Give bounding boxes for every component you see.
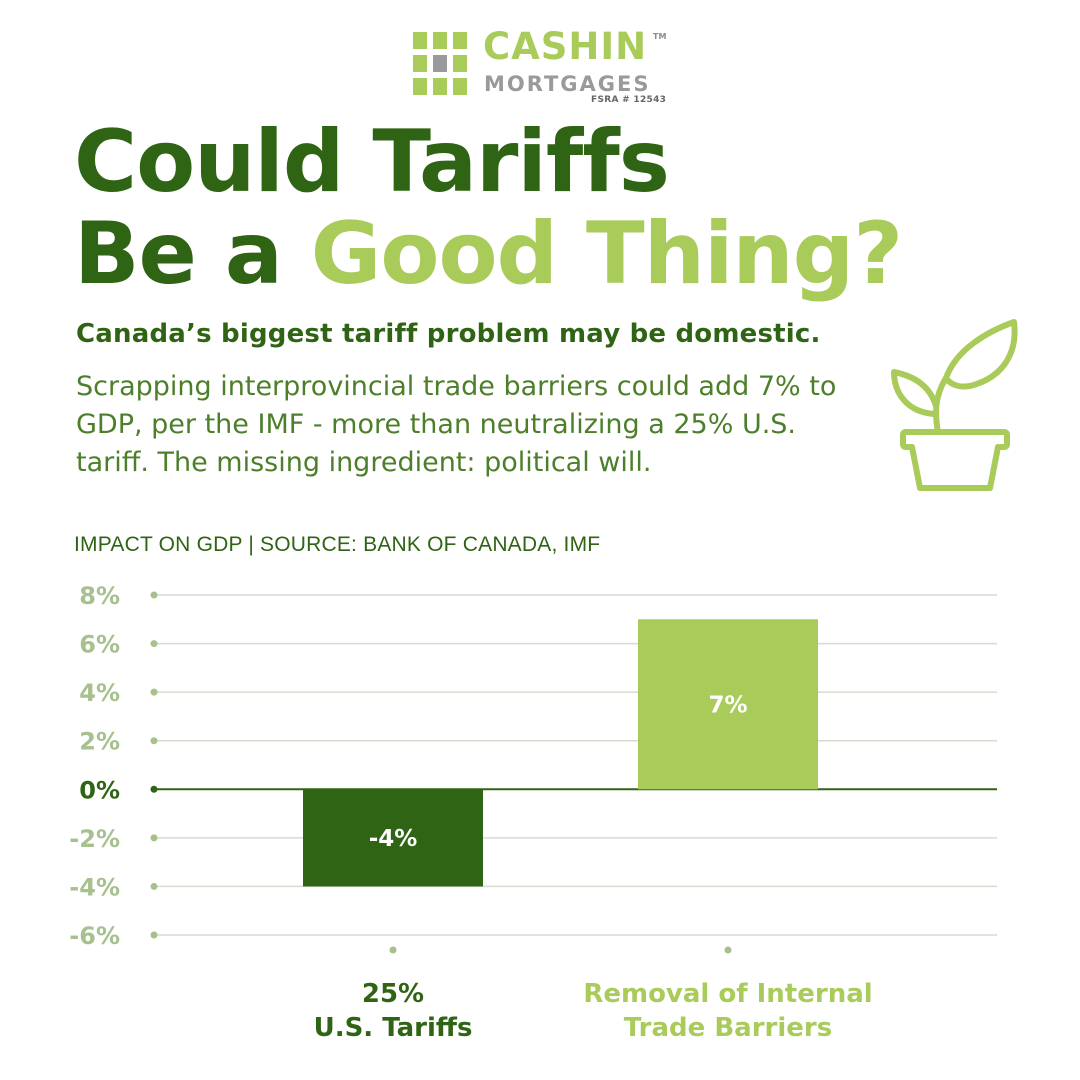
chart-caption: IMPACT ON GDP | SOURCE: BANK OF CANADA, …: [74, 533, 601, 556]
y-tick-label: 2%: [79, 728, 120, 756]
headline-line1: Could Tariffs: [74, 112, 670, 212]
gdp-impact-bar-chart: 8% 6% 4% 2% 0% -2% -4% -6% -4% 25% U.S. Tariffs 7% R…: [69, 582, 997, 1043]
logo-license: FSRA # 12543: [591, 95, 667, 105]
x-tick-dot: [724, 946, 732, 954]
headline: Could Tariffs Be a Good Thing?: [74, 116, 903, 300]
tick-dot: [150, 591, 158, 599]
bar: [303, 789, 483, 887]
tick-dot: [150, 834, 158, 842]
tick-dot: [150, 785, 158, 793]
plant-pot-icon: [891, 319, 1018, 491]
y-tick-label: 6%: [79, 631, 120, 659]
cashin-logo: CASHIN TM MORTGAGES FSRA # 12543: [413, 28, 683, 108]
chart-gridlines: [150, 591, 997, 954]
x-category-label: Removal of Internal Trade Barriers: [583, 979, 872, 1043]
bar: [638, 619, 818, 790]
tick-dot: [150, 688, 158, 696]
tick-dot: [150, 882, 158, 890]
bar-value-label: -4%: [369, 826, 418, 852]
bar-value-label: 7%: [708, 692, 747, 718]
body-text: Scrapping interprovincial trade barriers…: [76, 371, 837, 478]
logo-trademark: TM: [653, 32, 667, 41]
x-tick-dot: [389, 946, 397, 954]
y-tick-label: 4%: [79, 679, 120, 707]
subhead: Canada’s biggest tariff problem may be d…: [76, 319, 821, 349]
y-tick-label: -2%: [69, 825, 120, 853]
logo-name: CASHIN: [483, 25, 648, 68]
tick-dot: [150, 737, 158, 745]
y-tick-label: -4%: [69, 873, 120, 901]
y-tick-label: 8%: [79, 582, 120, 610]
x-category-label: 25% U.S. Tariffs: [314, 979, 473, 1043]
tick-dot: [150, 931, 158, 939]
logo-subtitle: MORTGAGES: [484, 72, 651, 96]
chart-labels: 8% 6% 4% 2% 0% -2% -4% -6% -4% 25% U.S. Tariffs 7% R…: [69, 582, 872, 1043]
y-tick-label: 0%: [79, 776, 120, 804]
y-tick-label: -6%: [69, 922, 120, 950]
headline-line2-prefix: Be a: [74, 204, 311, 304]
headline-line2-accent: Good Thing?: [310, 204, 903, 304]
grid-logo-icon: [413, 32, 469, 96]
tick-dot: [150, 640, 158, 648]
chart-bars: [303, 619, 818, 887]
